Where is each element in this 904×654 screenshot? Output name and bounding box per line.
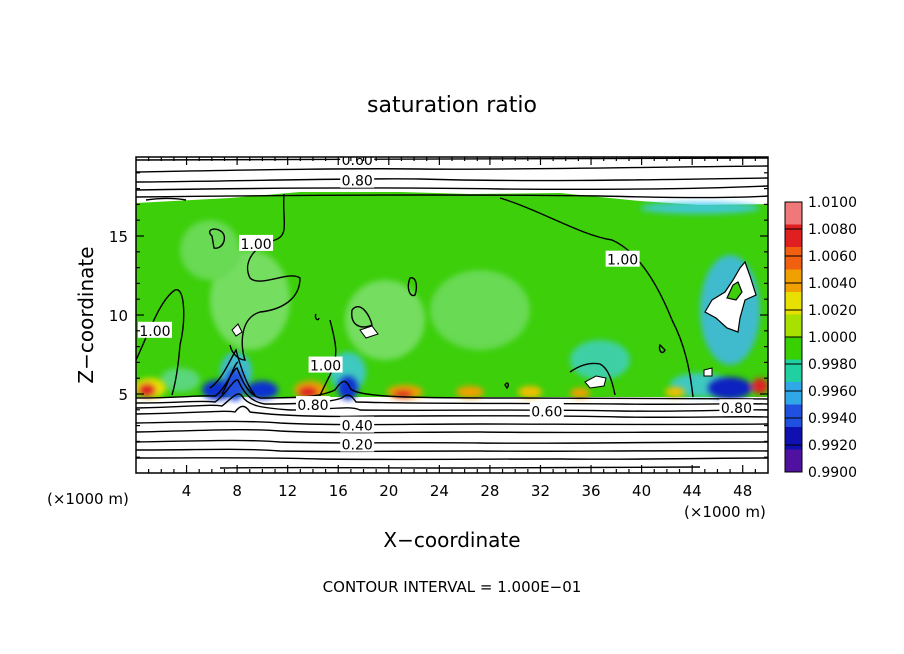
contour-label: 0.60: [531, 404, 562, 420]
footer-contour-interval: CONTOUR INTERVAL = 1.000E−01: [323, 578, 582, 596]
contour-label-box: [308, 356, 343, 373]
colorbar-swatch: [785, 202, 802, 225]
y-tick-label: 10: [109, 307, 128, 325]
contour-label: 0.80: [721, 401, 752, 417]
contour-label-box: [529, 402, 564, 419]
x-tick-label: 48: [733, 482, 752, 500]
colorbar-label: 1.0060: [808, 249, 857, 265]
x-tick-label: 8: [232, 482, 242, 500]
y-axis-tick-labels: 5 10 15: [109, 228, 128, 404]
colorbar-label: 1.0100: [808, 195, 857, 211]
contour-label: 0.60: [342, 153, 373, 169]
colorbar-label: 0.9960: [808, 384, 857, 400]
contour-label: 1.00: [240, 237, 271, 253]
contour-label-box: [340, 157, 375, 168]
x-tick-label: 16: [329, 482, 348, 500]
x-tick-label: 36: [581, 482, 600, 500]
colorbar-swatch: [785, 292, 802, 315]
x-tick-label: 32: [531, 482, 550, 500]
colorbar-label: 0.9900: [808, 465, 857, 481]
colorbar-swatch: [785, 449, 802, 473]
y-axis-ticks: [136, 172, 768, 458]
x-tick-label: 44: [683, 482, 702, 500]
x-unit-right: (×1000 m): [684, 503, 766, 521]
contour-label: 0.40: [342, 419, 373, 435]
contour-label-box: [239, 234, 274, 251]
x-tick-label: 28: [480, 482, 499, 500]
x-tick-label: 20: [379, 482, 398, 500]
chart-title: saturation ratio: [367, 93, 537, 118]
y-axis-label: Z−coordinate: [74, 246, 98, 383]
contour-label-box: [340, 171, 375, 188]
colorbar-swatch: [785, 382, 802, 405]
x-axis-tick-labels: 4 8 12 16 20 24 28 32 36 40 44 48: [182, 482, 752, 500]
colorbar-label: 1.0020: [808, 303, 857, 319]
colorbar-label: 0.9920: [808, 438, 857, 454]
colorbar-swatch: [785, 427, 802, 450]
x-tick-label: 12: [278, 482, 297, 500]
colorbar-swatch: [785, 359, 802, 383]
contour-label-box: [295, 396, 330, 413]
contour-label: 1.00: [607, 253, 638, 269]
x-tick-label: 24: [430, 482, 449, 500]
x-unit-left: (×1000 m): [47, 490, 129, 508]
colorbar-swatch: [785, 337, 802, 360]
x-axis-ticks: [148, 157, 756, 473]
colorbar-swatch: [785, 269, 802, 293]
lower-contours: [136, 348, 768, 469]
colorbar-swatch: [785, 224, 802, 248]
contour-label: 0.80: [342, 174, 373, 190]
colorbar-label: 1.0040: [808, 276, 857, 292]
contour-label-box: [340, 435, 375, 452]
x-tick-label: 4: [182, 482, 192, 500]
colorbar-swatch: [785, 404, 802, 428]
subsaturated-pockets: [231, 260, 757, 389]
plot-area: 0.60 0.80 1.00 1.00 1.00 1.00 0.80 0.40 0.20 0.60…: [136, 153, 768, 473]
colorbar-label: 1.0000: [808, 330, 857, 346]
colorbar-swatch: [785, 314, 802, 338]
contour-label: 1.00: [139, 324, 170, 340]
contour-label-box: [719, 399, 754, 416]
contour-label: 1.00: [310, 359, 341, 375]
contour-label: 0.20: [342, 438, 373, 454]
contour-1-00: [136, 193, 694, 401]
colorbar-swatch: [785, 247, 802, 270]
colorbar-label: 0.9940: [808, 411, 857, 427]
contour-labels: 0.60 0.80 1.00 1.00 1.00 1.00 0.80 0.40 0.20 0.60…: [137, 153, 754, 454]
contour-label-box: [605, 250, 640, 267]
y-tick-label: 5: [118, 386, 128, 404]
colorbar: 1.0100 1.0080 1.0060 1.0040 1.0020 1.0000 0.99…: [784, 195, 857, 481]
contour-label-box: [137, 321, 172, 338]
contour-label-box: [340, 416, 375, 433]
x-tick-label: 40: [632, 482, 651, 500]
contour-label: 0.80: [297, 398, 328, 414]
y-tick-label: 15: [109, 228, 128, 246]
x-axis-label: X−coordinate: [383, 528, 520, 552]
upper-contours: [136, 157, 768, 199]
colorbar-label: 0.9980: [808, 357, 857, 373]
colorbar-label: 1.0080: [808, 222, 857, 238]
